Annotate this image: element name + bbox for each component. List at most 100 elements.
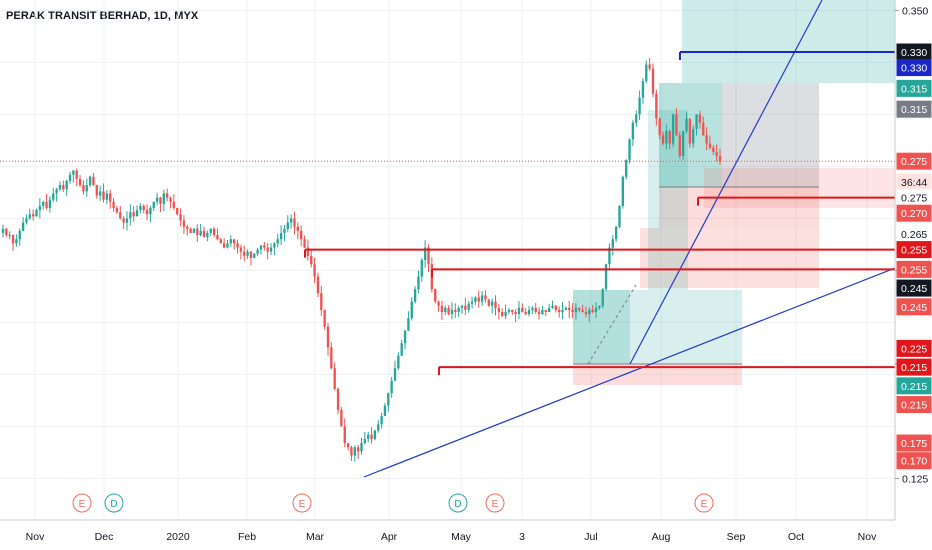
candle <box>159 197 162 204</box>
candle <box>286 222 289 229</box>
earnings-marker[interactable] <box>72 493 92 513</box>
price-tag-label: 0.330 <box>901 47 927 59</box>
candle <box>283 228 286 233</box>
candle <box>212 228 216 236</box>
candle <box>655 93 658 119</box>
candle <box>377 424 380 431</box>
candle <box>675 114 678 136</box>
candle <box>490 301 494 306</box>
price-tag-label: 0.315 <box>901 104 927 116</box>
dividend-marker[interactable] <box>104 493 124 513</box>
candle <box>259 245 263 250</box>
position-zone <box>648 110 688 290</box>
candle <box>702 122 705 136</box>
candle <box>551 305 554 308</box>
candle <box>25 218 28 223</box>
candle <box>169 197 172 202</box>
price-tag-label: 0.245 <box>901 302 927 314</box>
candle <box>460 305 464 308</box>
earnings-marker[interactable] <box>485 493 505 513</box>
candle <box>273 243 276 248</box>
candle <box>484 295 487 300</box>
candle <box>343 426 346 444</box>
position-zone <box>722 83 819 187</box>
candle <box>95 185 98 196</box>
time-axis-label: Aug <box>652 531 671 543</box>
candle <box>192 228 196 233</box>
candle <box>346 443 350 448</box>
candle <box>326 326 330 348</box>
candle <box>216 235 219 240</box>
time-axis-label: Oct <box>788 531 804 543</box>
candle <box>125 218 129 223</box>
earnings-marker-label: E <box>492 499 499 510</box>
candle <box>383 405 387 416</box>
candle <box>135 210 139 217</box>
candle <box>155 197 159 202</box>
position-zone <box>630 290 742 364</box>
candle <box>75 170 78 179</box>
earnings-marker-label: E <box>701 499 708 510</box>
price-tag <box>896 152 932 170</box>
price-tag <box>896 377 932 395</box>
candle <box>236 243 239 248</box>
candle <box>504 312 507 317</box>
candle <box>467 303 470 310</box>
candle <box>564 307 568 310</box>
candle <box>678 135 681 156</box>
candle <box>35 210 38 217</box>
candle <box>186 226 189 229</box>
price-tag-label: 0.265 <box>901 229 927 241</box>
candle <box>393 368 397 381</box>
price-axis-label: 0.125 <box>902 473 928 485</box>
candle <box>72 170 75 175</box>
candle <box>373 430 377 439</box>
candle <box>641 81 645 98</box>
candle <box>380 416 383 425</box>
candle <box>85 185 88 192</box>
candle <box>363 438 367 444</box>
time-axis-label: Jul <box>584 531 597 543</box>
dividend-marker[interactable] <box>448 493 468 513</box>
candle <box>152 201 155 208</box>
trendline <box>363 267 896 478</box>
candle <box>249 251 253 258</box>
candle <box>360 443 363 452</box>
time-axis-label: May <box>451 531 472 543</box>
candle <box>139 205 142 211</box>
candle <box>246 251 249 256</box>
time-axis[interactable] <box>0 520 895 550</box>
candle <box>578 307 581 310</box>
candle <box>370 434 373 439</box>
price-tag-label: 0.170 <box>901 456 927 468</box>
earnings-marker[interactable] <box>694 493 714 513</box>
candle <box>521 307 524 312</box>
trendline <box>629 0 823 365</box>
price-tag-label: 0.275 <box>901 156 927 168</box>
candle <box>320 293 323 310</box>
candle <box>437 301 440 306</box>
time-axis-label: Mar <box>306 531 325 543</box>
candle <box>293 218 296 227</box>
price-axis-label: 0.350 <box>902 5 928 17</box>
candle <box>145 210 149 215</box>
candle <box>333 368 336 389</box>
candle <box>219 239 222 244</box>
candle <box>142 205 145 211</box>
candle <box>82 185 85 192</box>
candle <box>253 253 256 258</box>
candle <box>119 212 122 219</box>
candle <box>621 176 625 206</box>
position-zone <box>573 290 630 364</box>
price-tag <box>896 279 932 297</box>
time-axis-label: 2020 <box>166 531 190 543</box>
price-tag-label: 0.215 <box>901 381 927 393</box>
candle <box>708 143 712 148</box>
candle <box>300 230 303 240</box>
candle <box>651 68 655 94</box>
candle <box>638 97 641 115</box>
earnings-marker[interactable] <box>292 493 312 513</box>
candle <box>98 191 102 196</box>
